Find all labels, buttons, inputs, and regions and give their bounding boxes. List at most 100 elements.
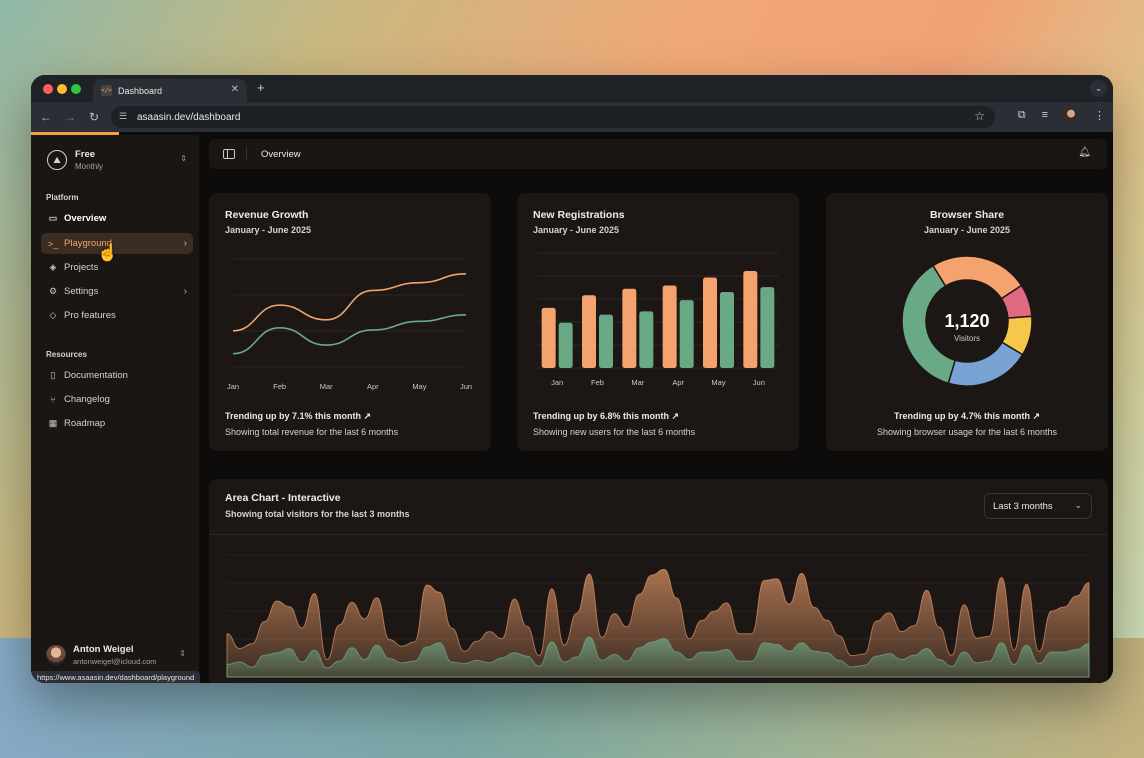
registrations-card-title: New Registrations (533, 209, 625, 221)
map-icon: ▦ (48, 418, 58, 428)
page-title: Overview (261, 148, 301, 160)
reload-icon[interactable]: ↻ (88, 110, 100, 124)
user-menu[interactable]: Anton Weigel antonweigel@icloud.com ⇕ (46, 644, 186, 666)
x-tick-label: Jan (551, 378, 563, 387)
bar (622, 288, 637, 368)
bar (662, 285, 677, 368)
registrations-trend: Trending up by 6.8% this month ↗ (533, 411, 679, 422)
new-tab-icon[interactable]: + (257, 80, 265, 95)
chevrons-updown-icon: ⇕ (180, 154, 187, 163)
browser-card-subtitle: January - June 2025 (923, 225, 1011, 235)
donut-slice (1000, 284, 1033, 319)
sidebar-item-changelog[interactable]: ⑂ Changelog (41, 389, 193, 410)
address-bar[interactable]: ☰ asaasin.dev/dashboard ☆ (111, 106, 995, 128)
maximize-window-button[interactable] (71, 84, 81, 94)
sidebar-item-documentation[interactable]: ▯ Documentation (41, 365, 193, 386)
sidebar-toggle-icon[interactable] (223, 149, 235, 159)
browser-toolbar: ← → ↻ ☰ asaasin.dev/dashboard ☆ ⧉ ≡ ⋮ (31, 102, 1113, 132)
close-tab-icon[interactable]: ✕ (230, 84, 239, 95)
sidebar-item-playground[interactable]: >_ Playground › (41, 233, 193, 254)
header: Overview 🔔︎ (209, 139, 1107, 169)
bar (582, 295, 596, 368)
donut-slice (1001, 315, 1033, 356)
close-window-button[interactable] (43, 84, 53, 94)
bell-icon[interactable]: 🔔︎ (1078, 147, 1091, 158)
x-tick-label: Apr (367, 382, 379, 391)
sliders-icon: ⚙ (48, 286, 58, 296)
book-icon: ▯ (50, 370, 56, 380)
browser-trend: Trending up by 4.7% this month ↗ (826, 411, 1108, 422)
site-settings-icon[interactable]: ☰ (119, 111, 128, 121)
area-card-subtitle: Showing total visitors for the last 3 mo… (225, 509, 410, 519)
browser-tab[interactable]: </> Dashboard ✕ (93, 79, 247, 102)
media-icon[interactable]: ≡ (1041, 109, 1048, 121)
bar (703, 277, 717, 368)
page-load-progress (31, 132, 119, 135)
bar (720, 292, 734, 368)
sidebar-item-label: Projects (64, 262, 99, 273)
gem-icon: ◇ (49, 310, 57, 320)
donut-center-label: Visitors (954, 334, 980, 343)
back-icon[interactable]: ← (40, 110, 52, 124)
layers-icon: ◈ (49, 262, 57, 272)
sidebar-item-pro-features[interactable]: ◇ Pro features (41, 305, 193, 326)
chevron-right-icon: › (183, 238, 187, 249)
extensions-icon[interactable]: ⧉ (1017, 108, 1026, 121)
time-range-select[interactable]: Last 3 months ⌄ (984, 493, 1092, 519)
plan-switcher[interactable]: ⛰ Free Monthly ⇕ (47, 149, 187, 171)
area-card-title: Area Chart - Interactive (225, 492, 341, 504)
donut-slice (901, 264, 957, 385)
donut-slice (947, 341, 1024, 387)
sidebar-item-roadmap[interactable]: ▦ Roadmap (41, 413, 193, 434)
user-name: Anton Weigel (73, 644, 134, 655)
bar (760, 287, 775, 368)
visitors-area-chart (226, 554, 1090, 678)
plan-logo-icon: ⛰ (47, 150, 67, 170)
revenue-trend: Trending up by 7.1% this month ↗ (225, 411, 371, 422)
tab-search-icon[interactable]: ⌄ (1090, 80, 1107, 97)
monitor-icon: ▭ (48, 213, 58, 223)
registrations-caption: Showing new users for the last 6 months (533, 427, 696, 437)
sidebar-item-label: Changelog (64, 394, 110, 405)
sidebar-item-settings[interactable]: ⚙ Settings › (41, 281, 193, 302)
bar (599, 314, 613, 368)
sidebar-item-label: Overview (64, 213, 107, 224)
sidebar: ⛰ Free Monthly ⇕ Platform ▭ Overview >_ … (31, 135, 199, 683)
line-series-0 (232, 273, 467, 332)
registrations-card: New Registrations January - June 2025 Ja… (517, 193, 799, 451)
donut-slice (931, 255, 1023, 300)
bookmark-star-icon[interactable]: ☆ (974, 109, 985, 123)
browser-donut-chart: 1,120 Visitors (901, 255, 1033, 387)
area-chart-card: Area Chart - Interactive Showing total v… (209, 479, 1108, 683)
plan-period: Monthly (75, 162, 104, 171)
forward-icon[interactable]: → (64, 110, 76, 124)
registrations-trend-text: Trending up by 6.8% this month (533, 411, 670, 421)
x-tick-label: Jun (460, 382, 472, 391)
sidebar-item-label: Documentation (64, 370, 128, 381)
status-bar-url: https://www.asaasin.dev/dashboard/playgr… (31, 671, 201, 683)
x-tick-label: Apr (672, 378, 684, 387)
git-icon: ⑂ (50, 394, 56, 405)
x-tick-label: Feb (591, 378, 604, 387)
sidebar-item-label: Playground (64, 238, 113, 249)
app-root: ⛰ Free Monthly ⇕ Platform ▭ Overview >_ … (31, 135, 1113, 683)
time-range-value: Last 3 months (993, 500, 1053, 512)
sidebar-item-label: Pro features (64, 310, 116, 321)
revenue-card: Revenue Growth January - June 2025 Jan Fe… (209, 193, 491, 451)
trending-up-icon: ↗ (1032, 411, 1041, 421)
registrations-bar-chart: Jan Feb Mar Apr May Jun (537, 252, 779, 387)
profile-avatar[interactable] (1064, 108, 1078, 122)
card-divider (209, 534, 1108, 535)
bar (679, 300, 694, 368)
revenue-trend-text: Trending up by 7.1% this month (225, 411, 362, 421)
menu-icon[interactable]: ⋮ (1094, 109, 1105, 122)
revenue-caption: Showing total revenue for the last 6 mon… (225, 427, 399, 437)
pointer-hand-icon: ☝ (97, 243, 119, 262)
minimize-window-button[interactable] (57, 84, 67, 94)
bar (558, 322, 573, 368)
revenue-card-title: Revenue Growth (225, 209, 309, 221)
x-tick-label: Jan (227, 382, 239, 391)
sidebar-item-projects[interactable]: ◈ Projects (41, 257, 193, 278)
sidebar-item-overview[interactable]: ▭ Overview (41, 208, 193, 229)
trending-up-icon: ↗ (671, 411, 680, 421)
